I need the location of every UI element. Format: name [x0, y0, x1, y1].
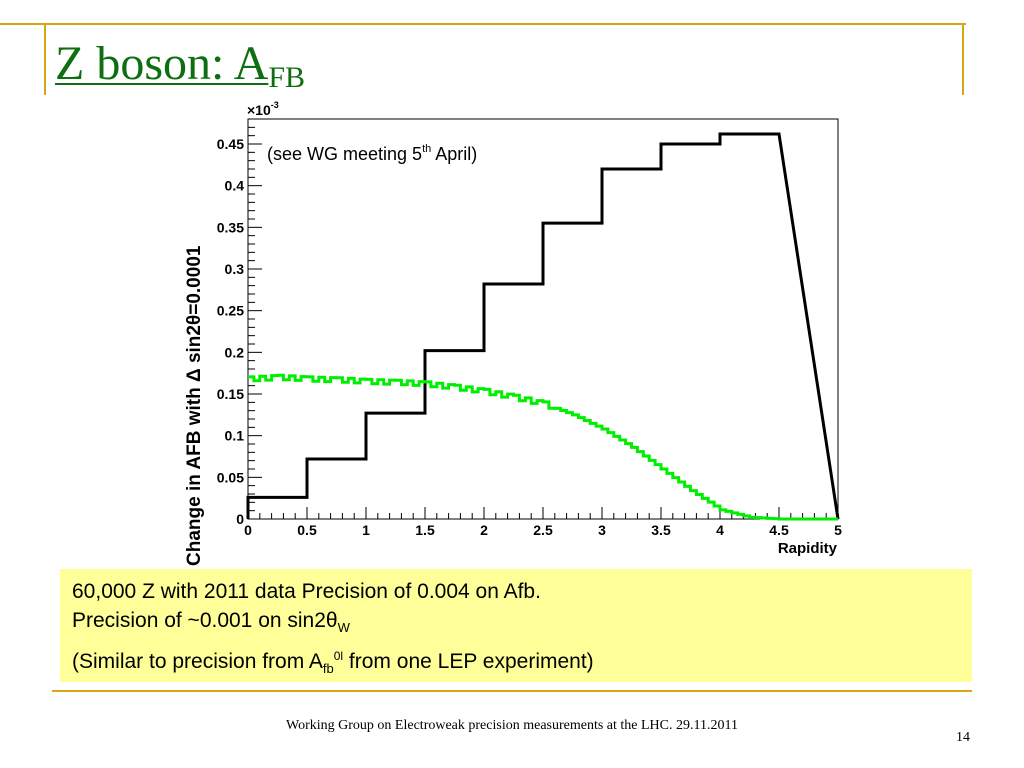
x-tick-label: 4: [716, 522, 724, 538]
y-tick-label: 0.4: [225, 178, 245, 194]
summary-line-2-subscript: W: [337, 620, 350, 635]
green-series-point: [748, 516, 751, 519]
left-accent-line: [44, 23, 46, 95]
x-tick-label: 2.5: [533, 522, 553, 538]
green-series-point: [601, 428, 604, 431]
y-tick-label: 0.25: [217, 303, 244, 319]
summary-line-2: Precision of ~0.001 on sin2θW: [72, 606, 960, 642]
x-tick-label: 1.5: [415, 522, 435, 538]
y-axis-title: Change in AFB with Δ sin2θ=0.0001: [184, 245, 205, 566]
x-axis: 0 0.5 1 1.5 2 2.5 3 3.5 4 4.5 5: [244, 507, 842, 538]
green-series-point: [394, 381, 397, 384]
x-tick-label: 0: [244, 522, 252, 538]
green-series-point: [424, 383, 427, 386]
green-series-point: [719, 508, 722, 511]
x-tick-label: 5: [834, 522, 842, 538]
summary-line-3-end: from one LEP experiment): [343, 650, 594, 673]
green-series-point: [512, 396, 515, 399]
y-tick-label: 0.45: [217, 136, 244, 152]
y-axis-multiplier: ×10-3: [247, 100, 279, 118]
x-tick-label: 0.5: [297, 522, 317, 538]
chart-annotation: (see WG meeting 5th April): [267, 143, 477, 164]
summary-line-3-subscript: fb: [322, 661, 334, 676]
annotation-main: (see WG meeting 5: [267, 144, 422, 164]
y-tick-label: 0.2: [225, 344, 245, 360]
green-series-point: [837, 518, 840, 521]
series-line-green: [248, 373, 838, 521]
summary-box: 60,000 Z with 2011 data Precision of 0.0…: [60, 569, 972, 682]
summary-line-1: 60,000 Z with 2011 data Precision of 0.0…: [72, 580, 541, 603]
x-tick-label: 1: [362, 522, 370, 538]
slide-title-subscript: FB: [268, 61, 306, 94]
slide-title: Z boson: AFB: [55, 34, 305, 108]
y-tick-label: 0.05: [217, 469, 244, 485]
slide-title-main: Z boson: A: [55, 37, 269, 90]
green-series-point: [306, 378, 309, 381]
x-axis-title: Rapidity: [778, 540, 838, 557]
y-axis-title-tail: sin2θ=0.0001: [184, 245, 205, 368]
y-axis-title-delta: Δ: [184, 368, 205, 382]
annotation-superscript: th: [422, 143, 431, 155]
green-series-point: [807, 518, 810, 521]
annotation-tail: April): [431, 144, 477, 164]
x-tick-label: 3: [598, 522, 606, 538]
top-accent-line: [0, 23, 966, 25]
green-series-point: [483, 390, 486, 393]
series-layer: [246, 132, 840, 521]
x-tick-label: 2: [480, 522, 488, 538]
slide-footer: Working Group on Electroweak precision m…: [286, 718, 738, 733]
y-tick-label: 0.35: [217, 219, 244, 235]
y-tick-label: 0.15: [217, 386, 244, 402]
green-series-point: [630, 446, 633, 449]
green-series-point: [778, 518, 781, 521]
green-series-point: [453, 386, 456, 389]
page-number: 14: [956, 730, 970, 745]
green-series-point: [660, 468, 663, 471]
green-series-point: [689, 489, 692, 492]
y-axis-title-main: Change in AFB with: [184, 382, 205, 566]
y-axis-multiplier-base: ×10: [247, 102, 271, 118]
summary-line-2-theta: θ: [325, 609, 338, 632]
y-tick-label: 0.3: [225, 261, 245, 277]
series-line-black: [246, 132, 840, 520]
summary-line-2-text: Precision of ~0.001 on sin2: [72, 609, 326, 632]
green-series-point: [276, 376, 279, 379]
summary-line-3-start: (Similar to precision from A: [72, 650, 323, 673]
green-series-point: [571, 413, 574, 416]
green-series-point: [335, 378, 338, 381]
y-axis: 0 0.05 0.1 0.15 0.2 0.25 0.3 0.35 0.4 0.45: [217, 118, 262, 527]
green-series-point: [365, 380, 368, 383]
x-tick-label: 4.5: [769, 522, 789, 538]
green-series-point: [247, 378, 250, 381]
green-series-point: [542, 403, 545, 406]
x-tick-label: 3.5: [651, 522, 671, 538]
y-tick-label: 0: [236, 511, 244, 527]
bottom-accent-line: [52, 690, 972, 692]
y-tick-label: 0.1: [225, 428, 245, 444]
right-accent-line: [962, 23, 964, 95]
summary-line-3: (Similar to precision from Afb0l from on…: [72, 642, 960, 683]
y-axis-multiplier-exponent: -3: [271, 100, 279, 110]
summary-line-3-superscript: 0l: [333, 649, 344, 663]
